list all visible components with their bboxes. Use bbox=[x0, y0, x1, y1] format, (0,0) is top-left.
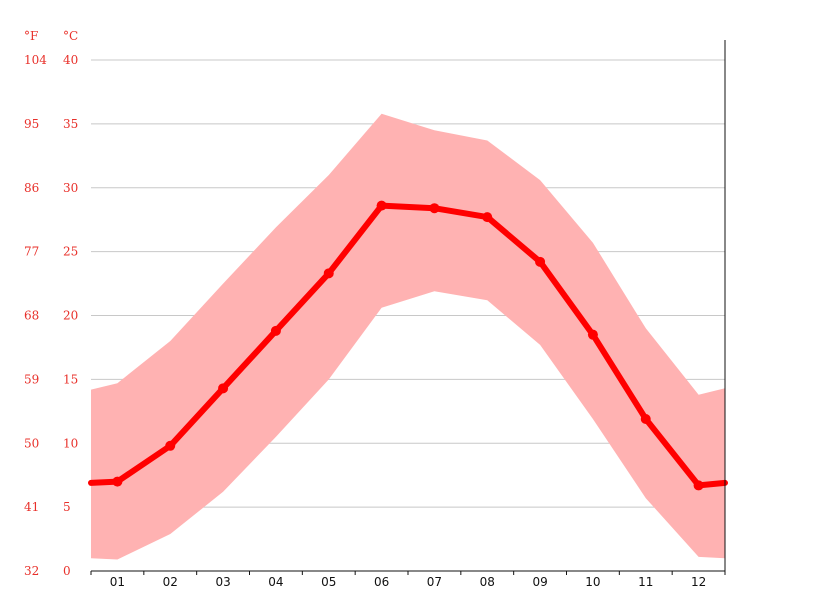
month-label: 01 bbox=[110, 575, 125, 589]
month-label: 11 bbox=[638, 575, 653, 589]
celsius-tick-label: 35 bbox=[63, 117, 78, 131]
unit-fahrenheit-label: °F bbox=[24, 29, 38, 43]
celsius-tick-label: 15 bbox=[63, 372, 78, 386]
month-label: 09 bbox=[532, 575, 547, 589]
celsius-tick-label: 20 bbox=[63, 309, 78, 323]
fahrenheit-tick-label: 59 bbox=[24, 372, 39, 386]
data-point bbox=[429, 203, 440, 214]
celsius-tick-label: 40 bbox=[63, 53, 78, 67]
temperature-range-band bbox=[91, 113, 725, 560]
month-label: 10 bbox=[585, 575, 600, 589]
fahrenheit-tick-label: 86 bbox=[24, 181, 39, 195]
data-points bbox=[112, 200, 704, 491]
axes: 0 32 5 41 10 50 15 59 20 68 25 77 30 86 35 95 40 104 01 02 0… bbox=[24, 40, 726, 589]
month-label: 02 bbox=[163, 575, 178, 589]
data-point bbox=[218, 383, 229, 394]
celsius-tick-label: 5 bbox=[63, 500, 71, 514]
month-label: 07 bbox=[427, 575, 442, 589]
celsius-tick-label: 25 bbox=[63, 245, 78, 259]
data-point bbox=[323, 268, 334, 279]
month-label: 12 bbox=[691, 575, 706, 589]
month-label: 08 bbox=[480, 575, 495, 589]
data-point bbox=[535, 256, 546, 267]
data-point bbox=[376, 200, 387, 211]
celsius-tick-label: 0 bbox=[63, 564, 71, 578]
month-label: 05 bbox=[321, 575, 336, 589]
data-point bbox=[587, 329, 598, 340]
fahrenheit-tick-label: 104 bbox=[24, 53, 47, 67]
data-point bbox=[640, 413, 651, 424]
celsius-tick-label: 30 bbox=[63, 181, 78, 195]
month-label: 03 bbox=[215, 575, 230, 589]
fahrenheit-tick-label: 32 bbox=[24, 564, 39, 578]
celsius-tick-label: 10 bbox=[63, 436, 78, 450]
average-temperature-line bbox=[88, 202, 728, 489]
data-point bbox=[112, 476, 123, 487]
data-point bbox=[165, 440, 176, 451]
fahrenheit-tick-label: 68 bbox=[24, 309, 39, 323]
data-point bbox=[693, 480, 704, 491]
fahrenheit-tick-label: 95 bbox=[24, 117, 39, 131]
fahrenheit-tick-label: 77 bbox=[24, 245, 39, 259]
fahrenheit-tick-label: 41 bbox=[24, 500, 39, 514]
unit-celsius-label: °C bbox=[63, 29, 78, 43]
data-point bbox=[270, 325, 281, 336]
month-label: 04 bbox=[268, 575, 283, 589]
fahrenheit-tick-label: 50 bbox=[24, 436, 39, 450]
data-point bbox=[482, 212, 493, 223]
month-label: 06 bbox=[374, 575, 389, 589]
